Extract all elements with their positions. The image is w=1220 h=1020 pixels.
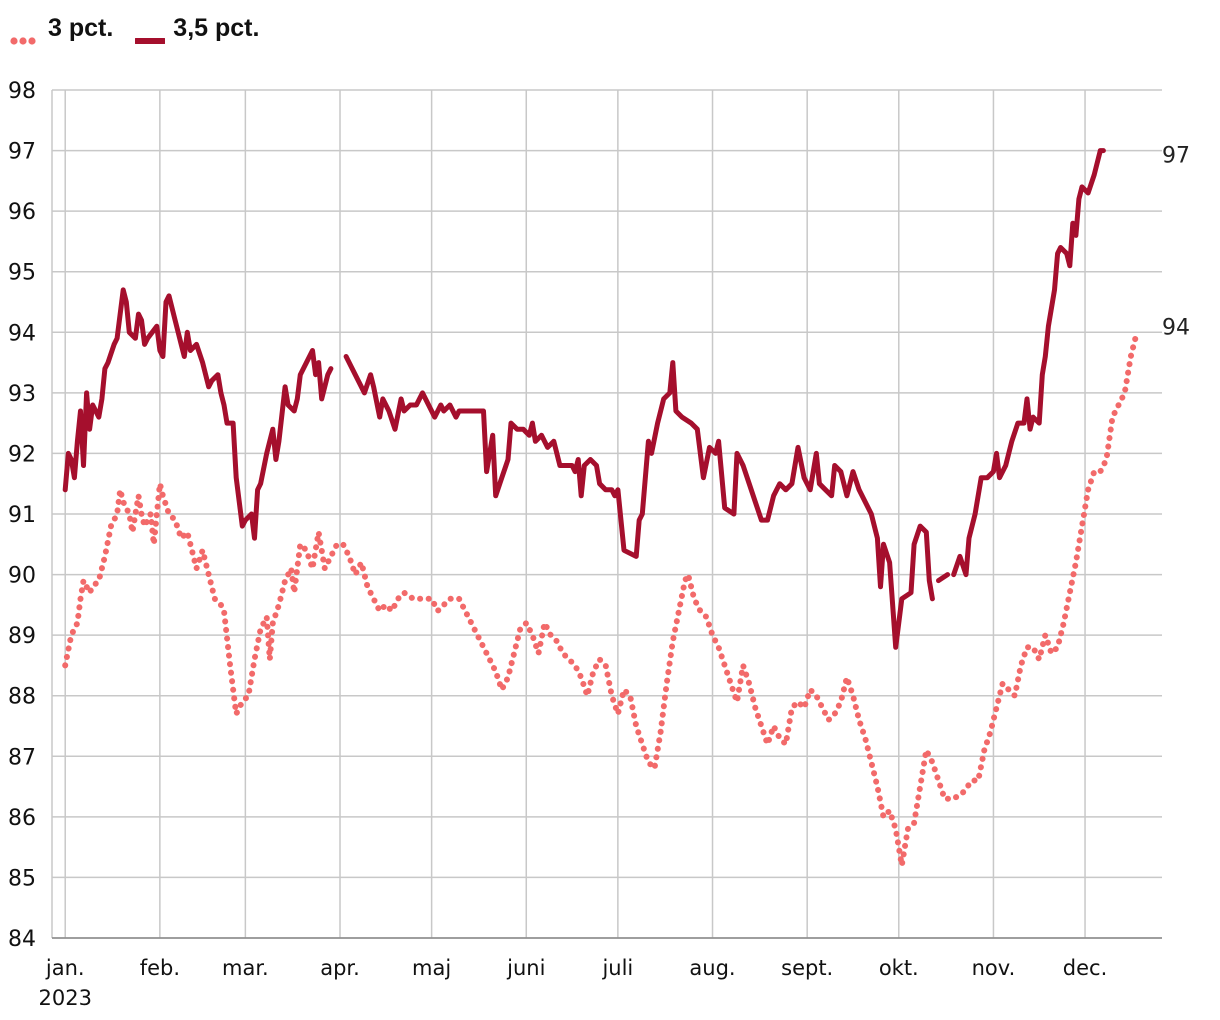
gridlines xyxy=(51,89,1162,939)
y-tick-label: 85 xyxy=(8,866,36,891)
y-tick-label: 90 xyxy=(8,564,36,589)
series-line-3-5pct xyxy=(343,354,935,650)
x-tick-label: dec. xyxy=(1063,956,1107,980)
x-tick-label: nov. xyxy=(972,956,1016,980)
x-tick-label: juni xyxy=(506,956,545,980)
y-tick-label: 86 xyxy=(8,806,36,831)
y-tick-label: 91 xyxy=(8,503,36,528)
x-tick-label: okt. xyxy=(879,956,919,980)
legend-item-3-5pct[interactable]: 3,5 pct. xyxy=(133,14,260,44)
series-line-3-5pct xyxy=(62,287,334,541)
x-year-label: 2023 xyxy=(38,986,91,1010)
legend-swatch-dotted-icon xyxy=(10,24,40,45)
x-tick-label: juli xyxy=(601,956,633,980)
y-tick-label: 84 xyxy=(8,927,36,952)
y-tick-label: 97 xyxy=(8,140,36,165)
y-tick-label: 95 xyxy=(8,261,36,286)
series-lines xyxy=(62,148,1140,869)
x-tick-label: feb. xyxy=(140,956,180,980)
legend-item-3pct[interactable]: 3 pct. xyxy=(10,14,114,45)
x-tick-label: sept. xyxy=(781,956,833,980)
end-labels: 94 97 xyxy=(1162,144,1190,341)
series-line-3pct xyxy=(62,329,1140,869)
x-tick-label: aug. xyxy=(689,956,735,980)
x-tick-label: mar. xyxy=(222,956,269,980)
y-tick-label: 98 xyxy=(8,79,36,104)
y-tick-label: 94 xyxy=(8,321,36,346)
end-label-3pct: 94 xyxy=(1162,315,1190,340)
y-tick-label: 93 xyxy=(8,382,36,407)
y-tick-label: 96 xyxy=(8,200,36,225)
legend-label-3pct: 3 pct. xyxy=(48,14,114,42)
series-line-3-5pct xyxy=(936,572,951,584)
x-tick-label: apr. xyxy=(320,956,360,980)
legend-swatch-solid-icon xyxy=(133,24,168,44)
x-tick-label: jan. xyxy=(45,956,85,980)
legend: 3 pct. 3,5 pct. xyxy=(10,14,260,45)
y-tick-label: 92 xyxy=(8,442,36,467)
series-line-3-5pct xyxy=(951,148,1106,578)
y-tick-label: 89 xyxy=(8,624,36,649)
y-tick-label: 87 xyxy=(8,745,36,770)
legend-label-3-5pct: 3,5 pct. xyxy=(173,14,260,42)
x-axis: jan. feb. mar. apr. maj juni juli aug. sept. okt.… xyxy=(38,956,1107,1010)
x-tick-label: maj xyxy=(412,956,451,980)
y-axis: 84 85 86 87 88 89 90 91 92 93 94 95 96 97 98 xyxy=(8,79,36,952)
y-tick-label: 88 xyxy=(8,685,36,710)
end-label-3-5pct: 97 xyxy=(1162,144,1190,169)
